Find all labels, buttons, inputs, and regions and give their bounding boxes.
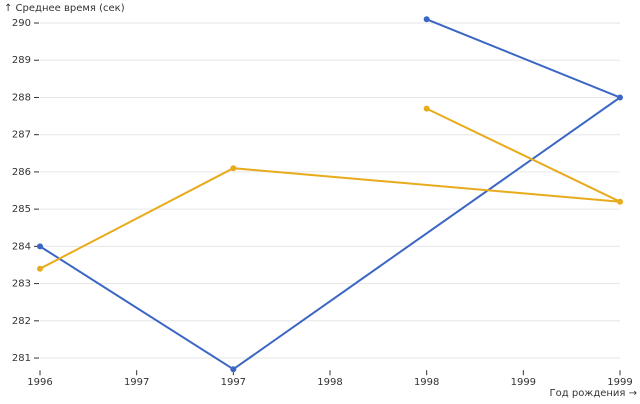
y-tick-label: 281 — [12, 353, 31, 364]
y-tick-label: 284 — [12, 241, 31, 252]
y-tick-label: 286 — [12, 167, 31, 178]
x-tick-label: 1999 — [511, 377, 536, 388]
y-tick-label: 283 — [12, 279, 31, 290]
point — [37, 243, 43, 250]
point — [423, 16, 430, 23]
x-tick-label: 1999 — [607, 377, 632, 388]
series-line — [39, 107, 621, 270]
x-tick-label: 1996 — [27, 377, 52, 388]
y-tick-label: 287 — [12, 130, 31, 141]
y-tick-label: 285 — [12, 204, 31, 215]
y-tick-label: 289 — [12, 55, 31, 66]
point — [37, 265, 43, 272]
y-axis-label: ↑ Среднее время (сек) — [4, 3, 125, 14]
point — [617, 198, 623, 205]
y-tick-label: 290 — [12, 18, 31, 29]
x-tick-label: 1997 — [124, 377, 149, 388]
point — [617, 94, 623, 101]
series-line — [39, 18, 623, 371]
y-tick-label: 288 — [12, 92, 31, 103]
point — [230, 165, 237, 172]
x-tick-label: 1997 — [221, 377, 246, 388]
y-tick-label: 282 — [12, 316, 31, 327]
x-tick-label: 1998 — [414, 377, 439, 388]
point — [230, 366, 237, 373]
x-axis-label: Год рождения → — [550, 388, 637, 399]
point — [423, 105, 430, 112]
x-tick-label: 1998 — [317, 377, 342, 388]
